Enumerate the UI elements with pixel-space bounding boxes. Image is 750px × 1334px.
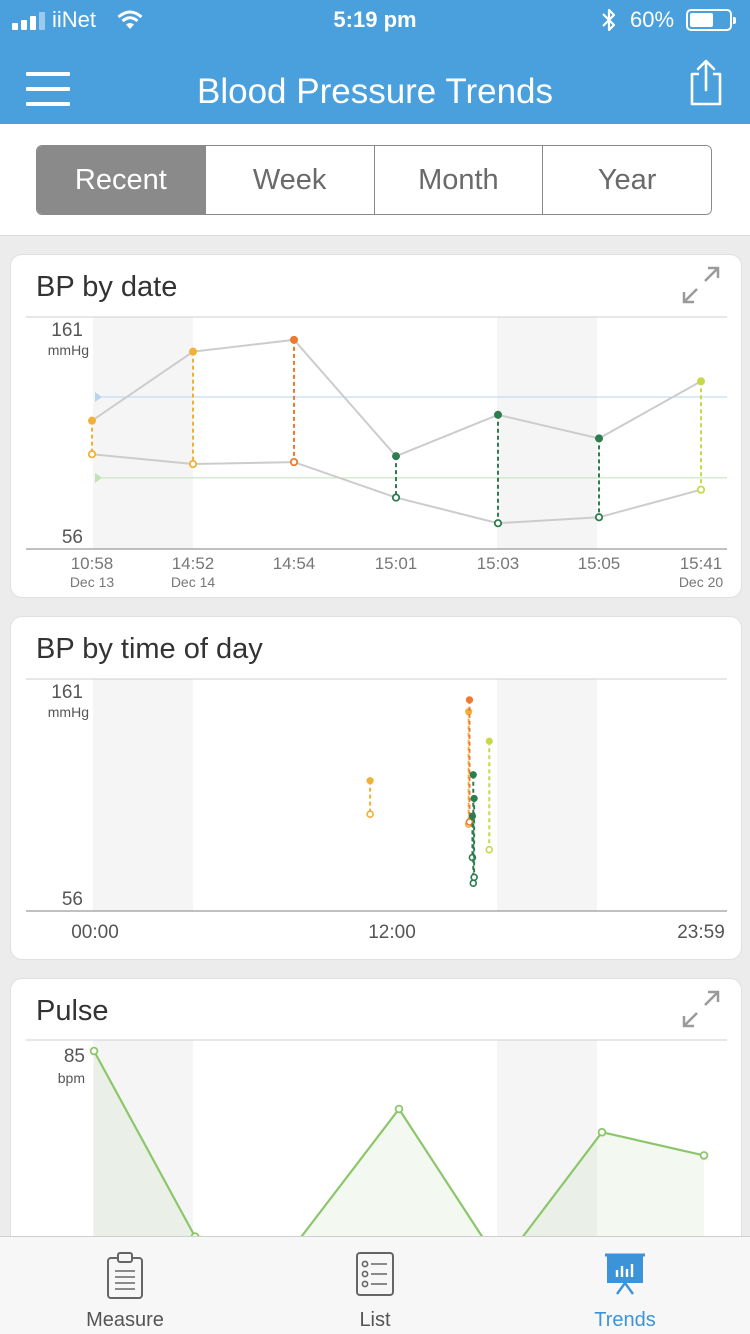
systolic-point [469, 771, 477, 779]
reference-marker [95, 392, 102, 403]
systolic-point [392, 452, 400, 461]
bp-by-time-title: BP by time of day [36, 633, 263, 665]
range-segmented-control: Recent Week Month Year [36, 145, 712, 215]
x-tick-label: 15:05 [578, 554, 621, 573]
bp-by-time-card: 161 mmHg 56 00:00 12:00 23:59 BP by time of d… [10, 616, 742, 960]
grid-stripe [93, 317, 193, 549]
wifi-icon [117, 10, 143, 29]
clipboard-icon [107, 1252, 143, 1299]
segment-month[interactable]: Month [373, 146, 543, 214]
grid-stripe [497, 679, 597, 911]
y-min-label: 56 [62, 889, 83, 910]
x-tick-label: 10:58 [71, 554, 114, 573]
x-tick-label: 14:52 [172, 554, 215, 573]
diastolic-point [470, 873, 478, 882]
diastolic-point [469, 879, 478, 888]
tab-list-label: List [359, 1309, 391, 1331]
pulse-title: Pulse [36, 995, 109, 1027]
x-tick-label: 14:54 [273, 554, 316, 573]
bluetooth-icon [602, 8, 616, 32]
diastolic-point [289, 457, 299, 467]
diastolic-point [366, 810, 374, 818]
segment-recent[interactable]: Recent [37, 146, 205, 214]
pulse-point [699, 1151, 709, 1160]
pulse-point [89, 1046, 99, 1056]
systolic-point [470, 794, 478, 803]
segment-year[interactable]: Year [542, 146, 711, 214]
grid-stripe [497, 317, 597, 549]
status-bar: iiNet 5:19 pm 60% [0, 0, 750, 40]
list-icon [356, 1252, 394, 1296]
tab-trends[interactable]: Trends [500, 1237, 750, 1334]
expand-icon[interactable] [681, 265, 721, 305]
tab-measure-label: Measure [86, 1309, 164, 1331]
systolic-point [494, 410, 502, 419]
x-tick-label: 12:00 [368, 922, 416, 943]
page-title: Blood Pressure Trends [196, 72, 553, 111]
y-max-label: 161 [51, 320, 83, 341]
y-unit-label: mmHg [48, 342, 89, 358]
pulse-point [597, 1127, 607, 1137]
diastolic-point [465, 818, 474, 826]
tab-measure[interactable]: Measure [0, 1237, 250, 1334]
x-date-label: Dec 14 [171, 574, 216, 590]
top-bar: iiNet 5:19 pm 60% Blood Pressure Trends [0, 0, 750, 124]
trends-icon [605, 1253, 645, 1295]
systolic-point [189, 347, 197, 356]
x-date-label: Dec 13 [70, 574, 115, 590]
systolic-point [366, 777, 374, 785]
x-date-label: Dec 20 [679, 574, 724, 590]
diastolic-point [594, 513, 604, 522]
grid-stripe [93, 679, 193, 911]
battery-percent: 60% [630, 7, 675, 32]
tab-bar: Measure List Trends [0, 1236, 750, 1334]
battery-icon [686, 9, 736, 31]
diastolic-point [188, 459, 198, 469]
diastolic-point [87, 450, 97, 459]
systolic-point [465, 696, 474, 704]
expand-icon[interactable] [681, 989, 721, 1029]
systolic-point [290, 335, 298, 344]
x-tick-label: 23:59 [677, 922, 725, 943]
segment-week[interactable]: Week [204, 146, 374, 214]
x-tick-label: 15:01 [375, 554, 418, 573]
bp-by-date-card: 161 mmHg 56 10:58 Dec 13 14:52 Dec 14 14:54 15:0… [10, 254, 742, 598]
carrier-label: iiNet [52, 7, 97, 32]
diastolic-point [493, 519, 503, 528]
status-time: 5:19 pm [333, 7, 417, 32]
y-unit-label: mmHg [48, 704, 89, 720]
menu-button[interactable] [26, 72, 70, 106]
signal-icon [12, 12, 48, 30]
range-selector-bar: Recent Week Month Year [0, 124, 750, 236]
pulse-point [394, 1104, 404, 1114]
x-tick-label: 15:03 [477, 554, 520, 573]
diastolic-point [485, 845, 494, 854]
x-tick-label: 00:00 [71, 922, 119, 943]
reference-marker [95, 472, 102, 483]
y-min-label: 56 [62, 527, 83, 548]
tab-trends-label: Trends [594, 1309, 656, 1331]
x-tick-label: 15:41 [680, 554, 723, 573]
share-icon[interactable] [686, 58, 726, 108]
systolic-point [697, 377, 705, 386]
pulse-area [94, 1051, 704, 1297]
systolic-point [595, 434, 603, 443]
diastolic-point [696, 485, 706, 494]
diastolic-point [391, 493, 401, 502]
systolic-point [485, 737, 493, 745]
y-max-label: 85 [64, 1046, 85, 1067]
systolic-point [88, 416, 96, 425]
y-unit-label: bpm [58, 1070, 85, 1086]
bp-by-date-title: BP by date [36, 271, 178, 303]
tab-list[interactable]: List [250, 1237, 500, 1334]
y-max-label: 161 [51, 682, 83, 703]
